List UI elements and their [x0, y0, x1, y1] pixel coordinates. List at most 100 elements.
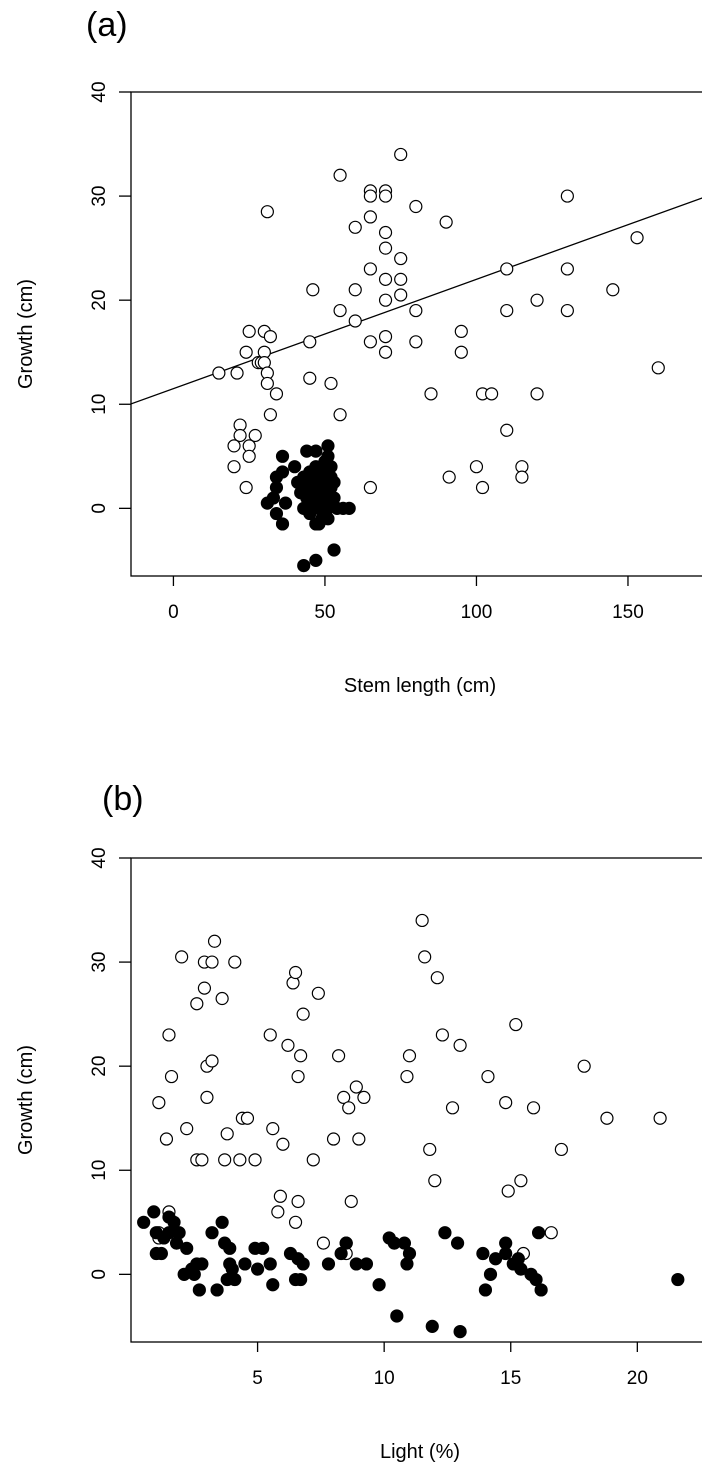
x-tick-label: 50 [314, 602, 335, 623]
x-tick-label: 150 [612, 602, 644, 623]
open-point [152, 1096, 166, 1110]
filled-point [269, 506, 284, 521]
open-point [454, 345, 468, 359]
open-point [260, 205, 274, 219]
filled-point [297, 558, 311, 573]
filled-point [210, 1283, 224, 1297]
open-point [239, 345, 253, 359]
open-point [269, 387, 284, 401]
open-point [485, 387, 499, 401]
open-point [239, 480, 253, 495]
open-point [207, 934, 222, 948]
open-point [348, 283, 362, 297]
open-point [296, 1007, 310, 1021]
open-point [402, 1049, 417, 1063]
open-point [363, 210, 377, 224]
open-point [326, 1132, 341, 1146]
open-point [240, 1111, 255, 1125]
filled-point [397, 1236, 412, 1250]
x-tick-label: 0 [168, 602, 179, 623]
open-point [263, 408, 277, 422]
y-axis-title-a: Growth (cm) [15, 279, 37, 389]
filled-point [256, 1241, 270, 1255]
y-tick-label: 40 [89, 847, 110, 868]
open-point [442, 470, 456, 484]
open-point [220, 1127, 234, 1141]
filled-point [483, 1267, 498, 1281]
y-tick-label: 10 [89, 394, 110, 415]
y-tick-label: 20 [89, 290, 110, 311]
open-point [560, 303, 574, 318]
open-point [291, 1194, 305, 1209]
open-point [205, 1054, 219, 1068]
open-point [378, 330, 393, 344]
axis-ticks-a: 0 50 100 150 0 10 20 30 40 [89, 81, 644, 623]
open-point [311, 986, 325, 1000]
open-point [378, 272, 393, 286]
open-point [363, 189, 377, 203]
filled-point [275, 449, 290, 463]
open-point [260, 376, 274, 391]
open-point [428, 1174, 442, 1188]
x-tick-label: 20 [627, 1368, 648, 1389]
open-point [378, 241, 393, 255]
filled-point [309, 553, 323, 567]
filled-point [671, 1272, 685, 1287]
y-tick-label: 0 [89, 1269, 110, 1280]
filled-point [167, 1215, 181, 1229]
open-point [333, 303, 347, 318]
filled-point [137, 1215, 151, 1229]
filled-point [499, 1236, 513, 1250]
open-point [409, 303, 423, 318]
open-point [526, 1101, 541, 1115]
open-point [306, 283, 320, 297]
open-point [600, 1111, 614, 1125]
open-point [509, 1017, 523, 1032]
x-tick-label: 15 [500, 1368, 521, 1389]
open-point [554, 1142, 568, 1157]
open-point [180, 1122, 194, 1136]
open-point [363, 480, 377, 495]
open-point [514, 1174, 528, 1188]
open-point [530, 293, 544, 307]
panel-label-b: (b) [102, 780, 144, 818]
filled-point [514, 1262, 528, 1276]
open-point [439, 215, 453, 229]
x-tick-label: 5 [252, 1368, 263, 1389]
open-point [233, 428, 247, 443]
open-point [409, 335, 423, 349]
filled-point [215, 1215, 229, 1229]
filled-point [342, 501, 356, 515]
open-point [228, 955, 242, 969]
axis-ticks-b: 5 10 15 20 0 10 20 30 40 [89, 847, 648, 1389]
filled-point [294, 1272, 308, 1287]
x-axis-title-a: Stem length (cm) [344, 675, 496, 697]
open-point [348, 314, 362, 328]
open-point [215, 991, 229, 1006]
open-point [475, 480, 490, 495]
filled-point [390, 1309, 404, 1323]
filled-point [192, 1283, 206, 1297]
open-point [348, 220, 362, 234]
open-point [394, 272, 408, 286]
filled-point [529, 1272, 543, 1287]
filled-point [321, 512, 335, 526]
filled-point [275, 465, 290, 479]
filled-point [450, 1236, 465, 1250]
filled-point [296, 1257, 310, 1271]
x-tick-label: 100 [461, 602, 493, 623]
open-point [394, 288, 408, 302]
open-point [197, 981, 212, 995]
y-tick-label: 30 [89, 952, 110, 973]
filled-point [534, 1283, 548, 1297]
filled-point [278, 496, 293, 510]
filled-point [339, 1236, 353, 1250]
open-point [363, 335, 377, 349]
open-point [352, 1132, 366, 1146]
x-tick-label: 10 [374, 1368, 395, 1389]
open-point [378, 225, 393, 240]
open-point [530, 387, 544, 401]
filled-point [425, 1319, 439, 1333]
open-point [175, 950, 189, 964]
